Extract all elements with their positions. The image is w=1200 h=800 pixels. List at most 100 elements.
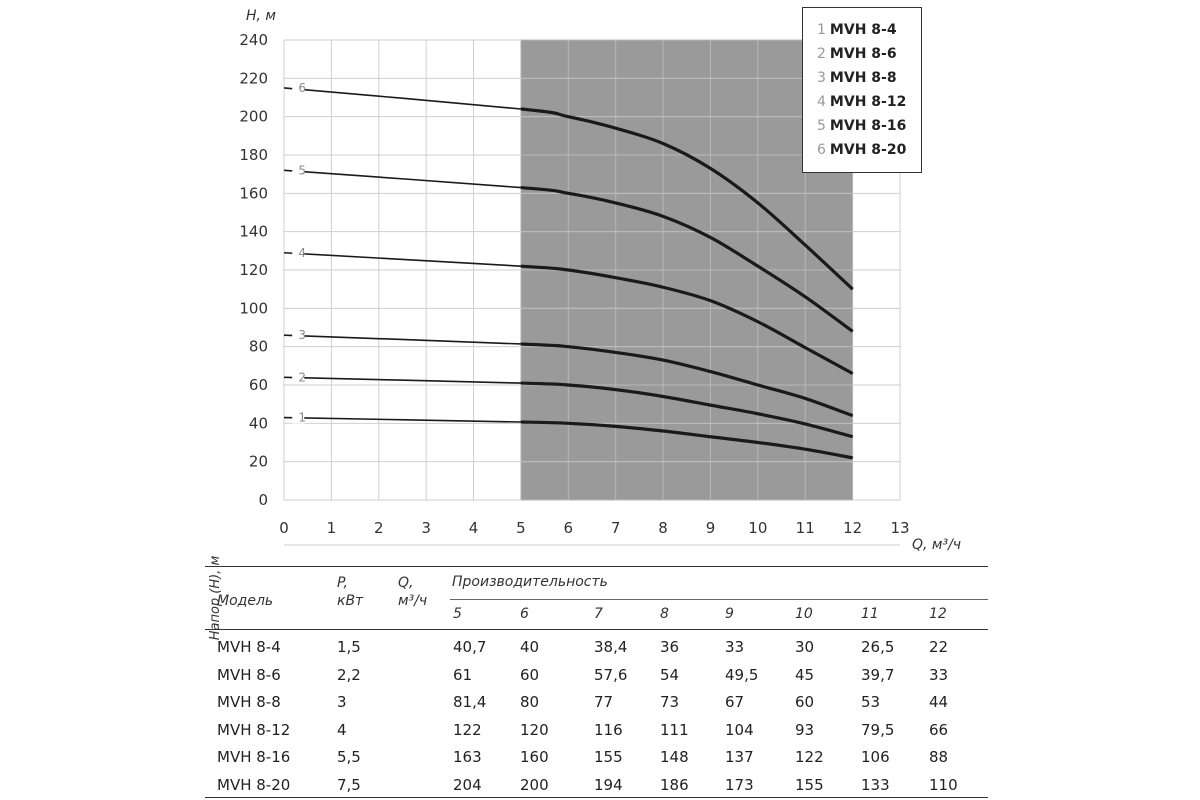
row-head-value: 40 bbox=[520, 638, 540, 656]
row-head-value: 36 bbox=[660, 638, 680, 656]
x-tick-label: 8 bbox=[658, 519, 668, 537]
table-top-rule bbox=[205, 566, 988, 567]
curve-number-bg bbox=[292, 79, 305, 94]
y-tick-label: 240 bbox=[239, 31, 268, 49]
row-head-value: 60 bbox=[520, 665, 540, 684]
y-tick-label: 40 bbox=[249, 414, 268, 432]
x-tick-label: 0 bbox=[279, 519, 289, 537]
row-head-value: 44 bbox=[929, 693, 949, 711]
flow-header-cell: 10 bbox=[795, 606, 813, 622]
row-head-value: 204 bbox=[453, 775, 482, 794]
row-head-value: 33 bbox=[929, 665, 949, 684]
x-tick-label: 4 bbox=[469, 519, 479, 537]
row-head-value: 73 bbox=[660, 693, 680, 711]
row-head-value: 33 bbox=[725, 638, 745, 656]
row-head-value: 77 bbox=[594, 693, 614, 711]
row-head-value: 30 bbox=[795, 638, 815, 656]
legend-item-label: MVH 8-4 bbox=[829, 22, 897, 38]
row-head-value: 79,5 bbox=[861, 720, 895, 739]
flow-header-cell: 8 bbox=[660, 606, 669, 622]
row-head-value: 116 bbox=[594, 720, 623, 739]
legend-item-number: 2 bbox=[817, 46, 826, 62]
legend-item-label: MVH 8-8 bbox=[829, 70, 897, 86]
row-head-value: 54 bbox=[660, 665, 680, 684]
col-power-header: P, кВт bbox=[337, 575, 364, 609]
y-tick-label: 60 bbox=[249, 376, 268, 394]
legend-item-number: 1 bbox=[817, 22, 826, 38]
row-power: 7,5 bbox=[337, 775, 361, 794]
curve-number-label: 6 bbox=[298, 81, 306, 95]
row-head-value: 155 bbox=[795, 775, 824, 794]
flow-header-cell: 5 bbox=[453, 606, 462, 622]
row-power: 1,5 bbox=[337, 638, 361, 656]
legend-item: 5 MVH 8-16 bbox=[817, 114, 921, 138]
row-head-value: 60 bbox=[795, 693, 815, 711]
col-flow-header: Q, м³/ч bbox=[398, 575, 428, 609]
row-model: MVH 8-16 bbox=[217, 748, 291, 766]
curve-number-bg bbox=[292, 244, 305, 259]
y-axis-label: H, м bbox=[246, 8, 276, 24]
row-head-value: 88 bbox=[929, 748, 949, 766]
row-model: MVH 8-8 bbox=[217, 693, 281, 711]
row-head-value: 104 bbox=[725, 720, 754, 739]
y-tick-label: 140 bbox=[239, 223, 268, 241]
y-tick-label: 200 bbox=[239, 108, 268, 126]
series-line-working-2 bbox=[520, 381, 854, 439]
col-perf-header: Производительность bbox=[452, 574, 608, 590]
table-perf-rule bbox=[450, 599, 988, 600]
legend-item: 6 MVH 8-20 bbox=[817, 138, 921, 162]
x-tick-label: 12 bbox=[843, 519, 862, 537]
legend-item-label: MVH 8-16 bbox=[829, 118, 907, 134]
row-head-value: 106 bbox=[861, 748, 890, 766]
curve-number-label: 4 bbox=[298, 246, 306, 260]
row-head-value: 38,4 bbox=[594, 638, 628, 656]
y-tick-label: 160 bbox=[239, 184, 268, 202]
legend-item-label: MVH 8-12 bbox=[829, 94, 907, 110]
y-tick-label: 80 bbox=[249, 338, 268, 356]
performance-table: Модель P, кВт Q, м³/ч Производительность… bbox=[205, 566, 988, 798]
row-head-value: 57,6 bbox=[594, 665, 628, 684]
row-head-value: 133 bbox=[861, 775, 890, 794]
series-line-working-5 bbox=[520, 185, 854, 333]
curve-number-bg bbox=[292, 162, 305, 177]
y-tick-label: 220 bbox=[239, 69, 268, 87]
series-line-working-1 bbox=[520, 420, 853, 460]
y-tick-label: 20 bbox=[249, 453, 268, 471]
y-tick-label: 120 bbox=[239, 261, 268, 279]
flow-header-cell: 12 bbox=[929, 606, 947, 622]
row-head-value: 155 bbox=[594, 748, 623, 766]
row-head-value: 122 bbox=[453, 720, 482, 739]
row-power: 5,5 bbox=[337, 748, 361, 766]
legend-item-number: 3 bbox=[817, 70, 826, 86]
series-line-working-6 bbox=[520, 107, 854, 291]
x-tick-label: 1 bbox=[327, 519, 337, 537]
x-tick-label: 9 bbox=[706, 519, 716, 537]
row-model: MVH 8-4 bbox=[217, 638, 281, 656]
row-head-value: 81,4 bbox=[453, 693, 487, 711]
row-head-value: 148 bbox=[660, 748, 689, 766]
legend-item-number: 5 bbox=[817, 118, 826, 134]
legend-item: 1 MVH 8-4 bbox=[817, 18, 921, 42]
row-head-value: 200 bbox=[520, 775, 549, 794]
row-head-value: 45 bbox=[795, 665, 815, 684]
head-label: Напор (H), м bbox=[208, 555, 223, 641]
row-head-value: 66 bbox=[929, 720, 949, 739]
curve-number-bg bbox=[292, 369, 305, 384]
x-tick-label: 3 bbox=[421, 519, 431, 537]
row-head-value: 26,5 bbox=[861, 638, 895, 656]
x-tick-label: 11 bbox=[796, 519, 815, 537]
row-head-value: 186 bbox=[660, 775, 689, 794]
y-tick-label: 180 bbox=[239, 146, 268, 164]
row-model: MVH 8-20 bbox=[217, 775, 291, 794]
legend-item: 3 MVH 8-8 bbox=[817, 66, 921, 90]
x-axis-label: Q, м³/ч bbox=[912, 537, 961, 553]
row-model: MVH 8-12 bbox=[217, 720, 291, 739]
row-model: MVH 8-6 bbox=[217, 665, 281, 684]
y-tick-label: 100 bbox=[239, 299, 268, 317]
row-head-value: 160 bbox=[520, 748, 549, 766]
row-head-value: 93 bbox=[795, 720, 815, 739]
row-head-value: 61 bbox=[453, 665, 473, 684]
row-head-value: 163 bbox=[453, 748, 482, 766]
series-line-working-3 bbox=[520, 342, 854, 418]
x-tick-label: 13 bbox=[890, 519, 909, 537]
